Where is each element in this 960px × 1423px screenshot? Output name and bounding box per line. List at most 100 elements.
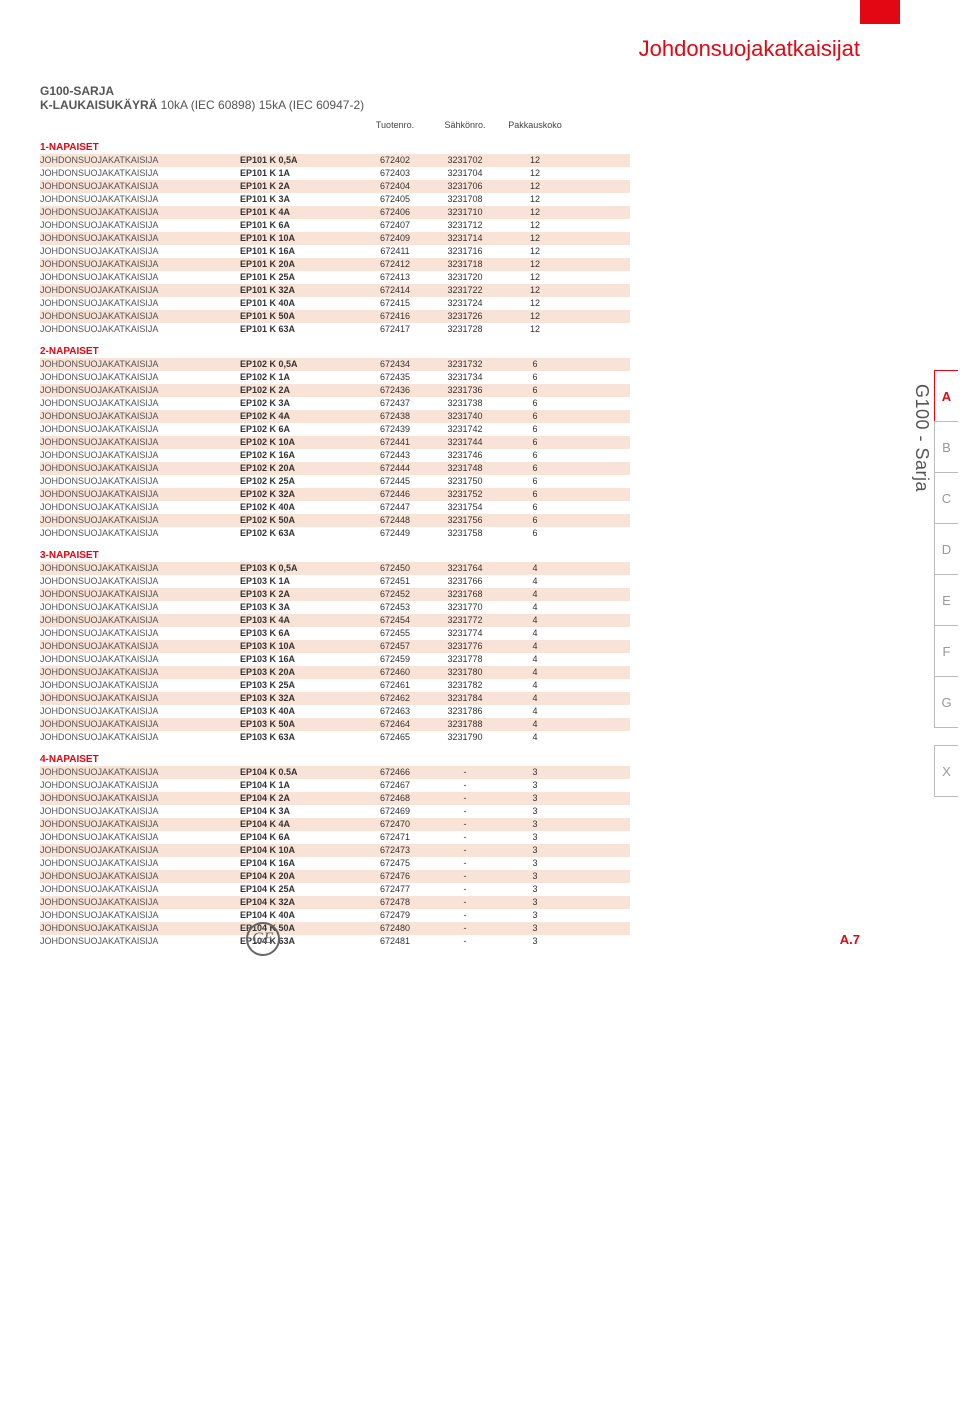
table-row: JOHDONSUOJAKATKAISIJAEP102 K 16A67244332…	[40, 449, 630, 462]
row-model: EP102 K 0,5A	[240, 358, 360, 371]
row-model: EP101 K 20A	[240, 258, 360, 271]
row-model: EP101 K 16A	[240, 245, 360, 258]
row-sahkonro: 3231756	[430, 514, 500, 527]
side-tab-d[interactable]: D	[934, 523, 958, 575]
side-tab-e[interactable]: E	[934, 574, 958, 626]
row-sahkonro: 3231702	[430, 154, 500, 167]
row-pakkauskoko: 4	[500, 640, 570, 653]
row-model: EP102 K 50A	[240, 514, 360, 527]
row-model: EP102 K 20A	[240, 462, 360, 475]
row-sahkonro: 3231712	[430, 219, 500, 232]
row-model: EP101 K 3A	[240, 193, 360, 206]
row-name: JOHDONSUOJAKATKAISIJA	[40, 562, 240, 575]
row-pakkauskoko: 12	[500, 245, 570, 258]
row-name: JOHDONSUOJAKATKAISIJA	[40, 844, 240, 857]
row-pakkauskoko: 12	[500, 167, 570, 180]
row-tuotenro: 672446	[360, 488, 430, 501]
row-sahkonro: 3231746	[430, 449, 500, 462]
row-sahkonro: -	[430, 766, 500, 779]
row-tuotenro: 672439	[360, 423, 430, 436]
row-sahkonro: 3231728	[430, 323, 500, 336]
table-row: JOHDONSUOJAKATKAISIJAEP103 K 50A67246432…	[40, 718, 630, 731]
row-model: EP103 K 40A	[240, 705, 360, 718]
row-sahkonro: 3231720	[430, 271, 500, 284]
side-series-label: G100 - Sarja	[911, 384, 932, 492]
row-model: EP102 K 4A	[240, 410, 360, 423]
header-tuotenro: Tuotenro.	[360, 120, 430, 130]
table-row: JOHDONSUOJAKATKAISIJAEP104 K 16A672475-3	[40, 857, 630, 870]
row-pakkauskoko: 3	[500, 896, 570, 909]
row-sahkonro: 3231722	[430, 284, 500, 297]
row-name: JOHDONSUOJAKATKAISIJA	[40, 462, 240, 475]
row-sahkonro: -	[430, 896, 500, 909]
row-pakkauskoko: 12	[500, 154, 570, 167]
side-tab-f[interactable]: F	[934, 625, 958, 677]
row-model: EP103 K 32A	[240, 692, 360, 705]
row-tuotenro: 672413	[360, 271, 430, 284]
row-pakkauskoko: 6	[500, 423, 570, 436]
images-column	[630, 132, 760, 956]
table-row: JOHDONSUOJAKATKAISIJAEP102 K 63A67244932…	[40, 527, 630, 540]
row-tuotenro: 672447	[360, 501, 430, 514]
row-tuotenro: 672450	[360, 562, 430, 575]
table-row: JOHDONSUOJAKATKAISIJAEP103 K 1A672451323…	[40, 575, 630, 588]
side-tab-x[interactable]: X	[934, 745, 958, 797]
table-row: JOHDONSUOJAKATKAISIJAEP102 K 50A67244832…	[40, 514, 630, 527]
side-tab-a[interactable]: A	[934, 370, 958, 422]
table-row: JOHDONSUOJAKATKAISIJAEP102 K 32A67244632…	[40, 488, 630, 501]
row-sahkonro: 3231772	[430, 614, 500, 627]
row-name: JOHDONSUOJAKATKAISIJA	[40, 640, 240, 653]
row-name: JOHDONSUOJAKATKAISIJA	[40, 475, 240, 488]
row-model: EP104 K 4A	[240, 818, 360, 831]
side-tab-g[interactable]: G	[934, 676, 958, 728]
row-tuotenro: 672443	[360, 449, 430, 462]
table-row: JOHDONSUOJAKATKAISIJAEP102 K 3A672437323…	[40, 397, 630, 410]
row-name: JOHDONSUOJAKATKAISIJA	[40, 805, 240, 818]
row-name: JOHDONSUOJAKATKAISIJA	[40, 588, 240, 601]
row-model: EP104 K 10A	[240, 844, 360, 857]
row-sahkonro: 3231778	[430, 653, 500, 666]
row-model: EP101 K 25A	[240, 271, 360, 284]
row-sahkonro: 3231788	[430, 718, 500, 731]
side-tab-c[interactable]: C	[934, 472, 958, 524]
row-name: JOHDONSUOJAKATKAISIJA	[40, 653, 240, 666]
row-pakkauskoko: 3	[500, 844, 570, 857]
row-pakkauskoko: 4	[500, 705, 570, 718]
row-pakkauskoko: 12	[500, 180, 570, 193]
table-row: JOHDONSUOJAKATKAISIJAEP101 K 1A672403323…	[40, 167, 630, 180]
row-tuotenro: 672436	[360, 384, 430, 397]
row-model: EP101 K 50A	[240, 310, 360, 323]
row-model: EP103 K 0,5A	[240, 562, 360, 575]
row-tuotenro: 672469	[360, 805, 430, 818]
row-sahkonro: 3231736	[430, 384, 500, 397]
row-tuotenro: 672452	[360, 588, 430, 601]
row-sahkonro: -	[430, 805, 500, 818]
table-row: JOHDONSUOJAKATKAISIJAEP103 K 3A672453323…	[40, 601, 630, 614]
side-tab-b[interactable]: B	[934, 421, 958, 473]
column-headers: Tuotenro. Sähkönro. Pakkauskoko	[40, 120, 860, 130]
table-row: JOHDONSUOJAKATKAISIJAEP102 K 10A67244132…	[40, 436, 630, 449]
row-tuotenro: 672460	[360, 666, 430, 679]
table-row: JOHDONSUOJAKATKAISIJAEP101 K 16A67241132…	[40, 245, 630, 258]
table-row: JOHDONSUOJAKATKAISIJAEP101 K 10A67240932…	[40, 232, 630, 245]
row-pakkauskoko: 12	[500, 219, 570, 232]
row-tuotenro: 672459	[360, 653, 430, 666]
row-name: JOHDONSUOJAKATKAISIJA	[40, 679, 240, 692]
row-pakkauskoko: 3	[500, 883, 570, 896]
row-pakkauskoko: 4	[500, 614, 570, 627]
row-pakkauskoko: 6	[500, 397, 570, 410]
row-model: EP103 K 6A	[240, 627, 360, 640]
row-sahkonro: 3231768	[430, 588, 500, 601]
subtitle-bold: K-LAUKAISUKÄYRÄ	[40, 98, 157, 112]
row-pakkauskoko: 12	[500, 284, 570, 297]
row-model: EP102 K 1A	[240, 371, 360, 384]
row-name: JOHDONSUOJAKATKAISIJA	[40, 666, 240, 679]
row-sahkonro: -	[430, 844, 500, 857]
row-pakkauskoko: 6	[500, 501, 570, 514]
row-tuotenro: 672467	[360, 779, 430, 792]
table-row: JOHDONSUOJAKATKAISIJAEP102 K 40A67244732…	[40, 501, 630, 514]
row-name: JOHDONSUOJAKATKAISIJA	[40, 410, 240, 423]
row-model: EP101 K 4A	[240, 206, 360, 219]
row-name: JOHDONSUOJAKATKAISIJA	[40, 527, 240, 540]
row-tuotenro: 672464	[360, 718, 430, 731]
